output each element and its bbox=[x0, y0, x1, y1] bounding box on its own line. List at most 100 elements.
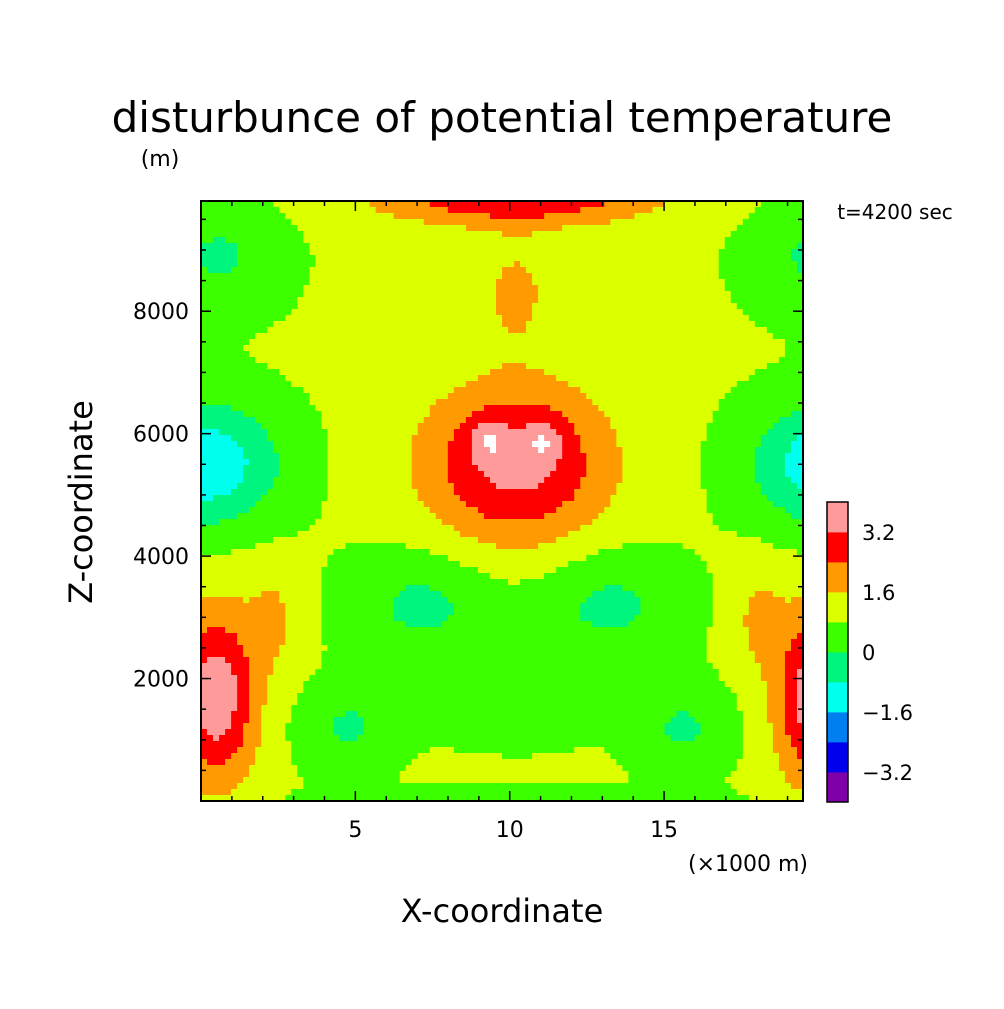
field-cell bbox=[760, 381, 768, 388]
field-cell bbox=[255, 243, 262, 250]
field-cell bbox=[718, 447, 726, 454]
field-cell bbox=[303, 393, 310, 400]
field-cell bbox=[592, 405, 599, 412]
field-cell bbox=[435, 375, 443, 382]
field-cell bbox=[502, 363, 509, 370]
field-cell bbox=[225, 339, 232, 346]
field-cell bbox=[369, 411, 377, 418]
field-cell bbox=[219, 363, 226, 370]
field-cell bbox=[646, 201, 654, 208]
field-cell bbox=[520, 207, 527, 214]
field-cell bbox=[327, 399, 335, 406]
field-cell bbox=[730, 453, 738, 460]
field-cell bbox=[327, 351, 335, 358]
field-cell bbox=[688, 339, 696, 346]
field-cell bbox=[706, 405, 714, 412]
field-cell bbox=[748, 489, 756, 496]
field-cell bbox=[237, 273, 244, 280]
field-cell bbox=[405, 471, 413, 478]
field-cell bbox=[363, 351, 371, 358]
field-cell bbox=[550, 381, 557, 388]
field-cell bbox=[604, 237, 611, 244]
field-cell bbox=[742, 249, 750, 256]
field-cell bbox=[502, 381, 509, 388]
field-cell bbox=[754, 471, 762, 478]
field-cell bbox=[502, 255, 509, 262]
field-cell bbox=[387, 435, 395, 442]
field-cell bbox=[237, 243, 244, 250]
field-cell bbox=[483, 255, 491, 262]
field-cell bbox=[261, 381, 268, 388]
field-cell bbox=[489, 213, 497, 220]
field-cell bbox=[447, 381, 455, 388]
field-cell bbox=[369, 291, 377, 298]
field-cell bbox=[363, 261, 371, 268]
field-cell bbox=[772, 279, 780, 286]
field-cell bbox=[574, 495, 581, 502]
field-cell bbox=[267, 351, 274, 358]
field-cell bbox=[748, 447, 756, 454]
field-cell bbox=[435, 435, 443, 442]
field-cell bbox=[429, 453, 437, 460]
field-cell bbox=[604, 213, 611, 220]
field-cell bbox=[315, 471, 322, 478]
field-cell bbox=[682, 351, 690, 358]
field-cell bbox=[736, 237, 744, 244]
field-cell bbox=[562, 291, 569, 298]
field-cell bbox=[369, 405, 377, 412]
field-cell bbox=[243, 447, 250, 454]
field-cell bbox=[405, 447, 413, 454]
field-cell bbox=[550, 393, 557, 400]
field-cell bbox=[399, 255, 407, 262]
field-cell bbox=[351, 423, 359, 430]
field-cell bbox=[489, 309, 497, 316]
field-cell bbox=[399, 285, 407, 292]
field-cell bbox=[249, 267, 256, 274]
field-cell bbox=[471, 291, 479, 298]
field-cell bbox=[255, 267, 262, 274]
field-cell bbox=[225, 267, 232, 274]
field-cell bbox=[489, 357, 497, 364]
field-cell bbox=[201, 441, 208, 448]
field-cell bbox=[568, 345, 575, 352]
field-cell bbox=[495, 453, 503, 460]
field-cell bbox=[550, 231, 557, 238]
field-cell bbox=[483, 459, 491, 466]
field-cell bbox=[441, 327, 449, 334]
field-cell bbox=[526, 435, 533, 442]
field-cell bbox=[634, 423, 642, 430]
field-cell bbox=[417, 363, 425, 370]
field-cell bbox=[634, 231, 642, 238]
field-cell bbox=[742, 315, 750, 322]
field-cell bbox=[724, 219, 732, 226]
field-cell bbox=[285, 489, 292, 496]
field-cell bbox=[616, 327, 623, 334]
field-cell bbox=[459, 423, 467, 430]
field-cell bbox=[766, 291, 774, 298]
field-cell bbox=[363, 249, 371, 256]
field-cell bbox=[508, 291, 515, 298]
field-cell bbox=[345, 357, 353, 364]
field-cell bbox=[616, 207, 623, 214]
field-cell bbox=[369, 327, 377, 334]
field-cell bbox=[489, 201, 497, 208]
field-cell bbox=[399, 249, 407, 256]
field-cell bbox=[207, 333, 214, 340]
field-cell bbox=[291, 459, 298, 466]
field-cell bbox=[652, 411, 660, 418]
field-cell bbox=[249, 219, 256, 226]
field-cell bbox=[562, 273, 569, 280]
field-cell bbox=[706, 357, 714, 364]
field-cell bbox=[303, 381, 310, 388]
field-cell bbox=[495, 477, 503, 484]
field-cell bbox=[279, 201, 286, 208]
field-cell bbox=[291, 267, 298, 274]
field-cell bbox=[736, 495, 744, 502]
field-cell bbox=[315, 291, 322, 298]
field-cell bbox=[712, 483, 720, 490]
field-cell bbox=[219, 351, 226, 358]
field-cell bbox=[495, 423, 503, 430]
field-cell bbox=[495, 489, 503, 496]
field-cell bbox=[676, 273, 684, 280]
field-cell bbox=[249, 255, 256, 262]
